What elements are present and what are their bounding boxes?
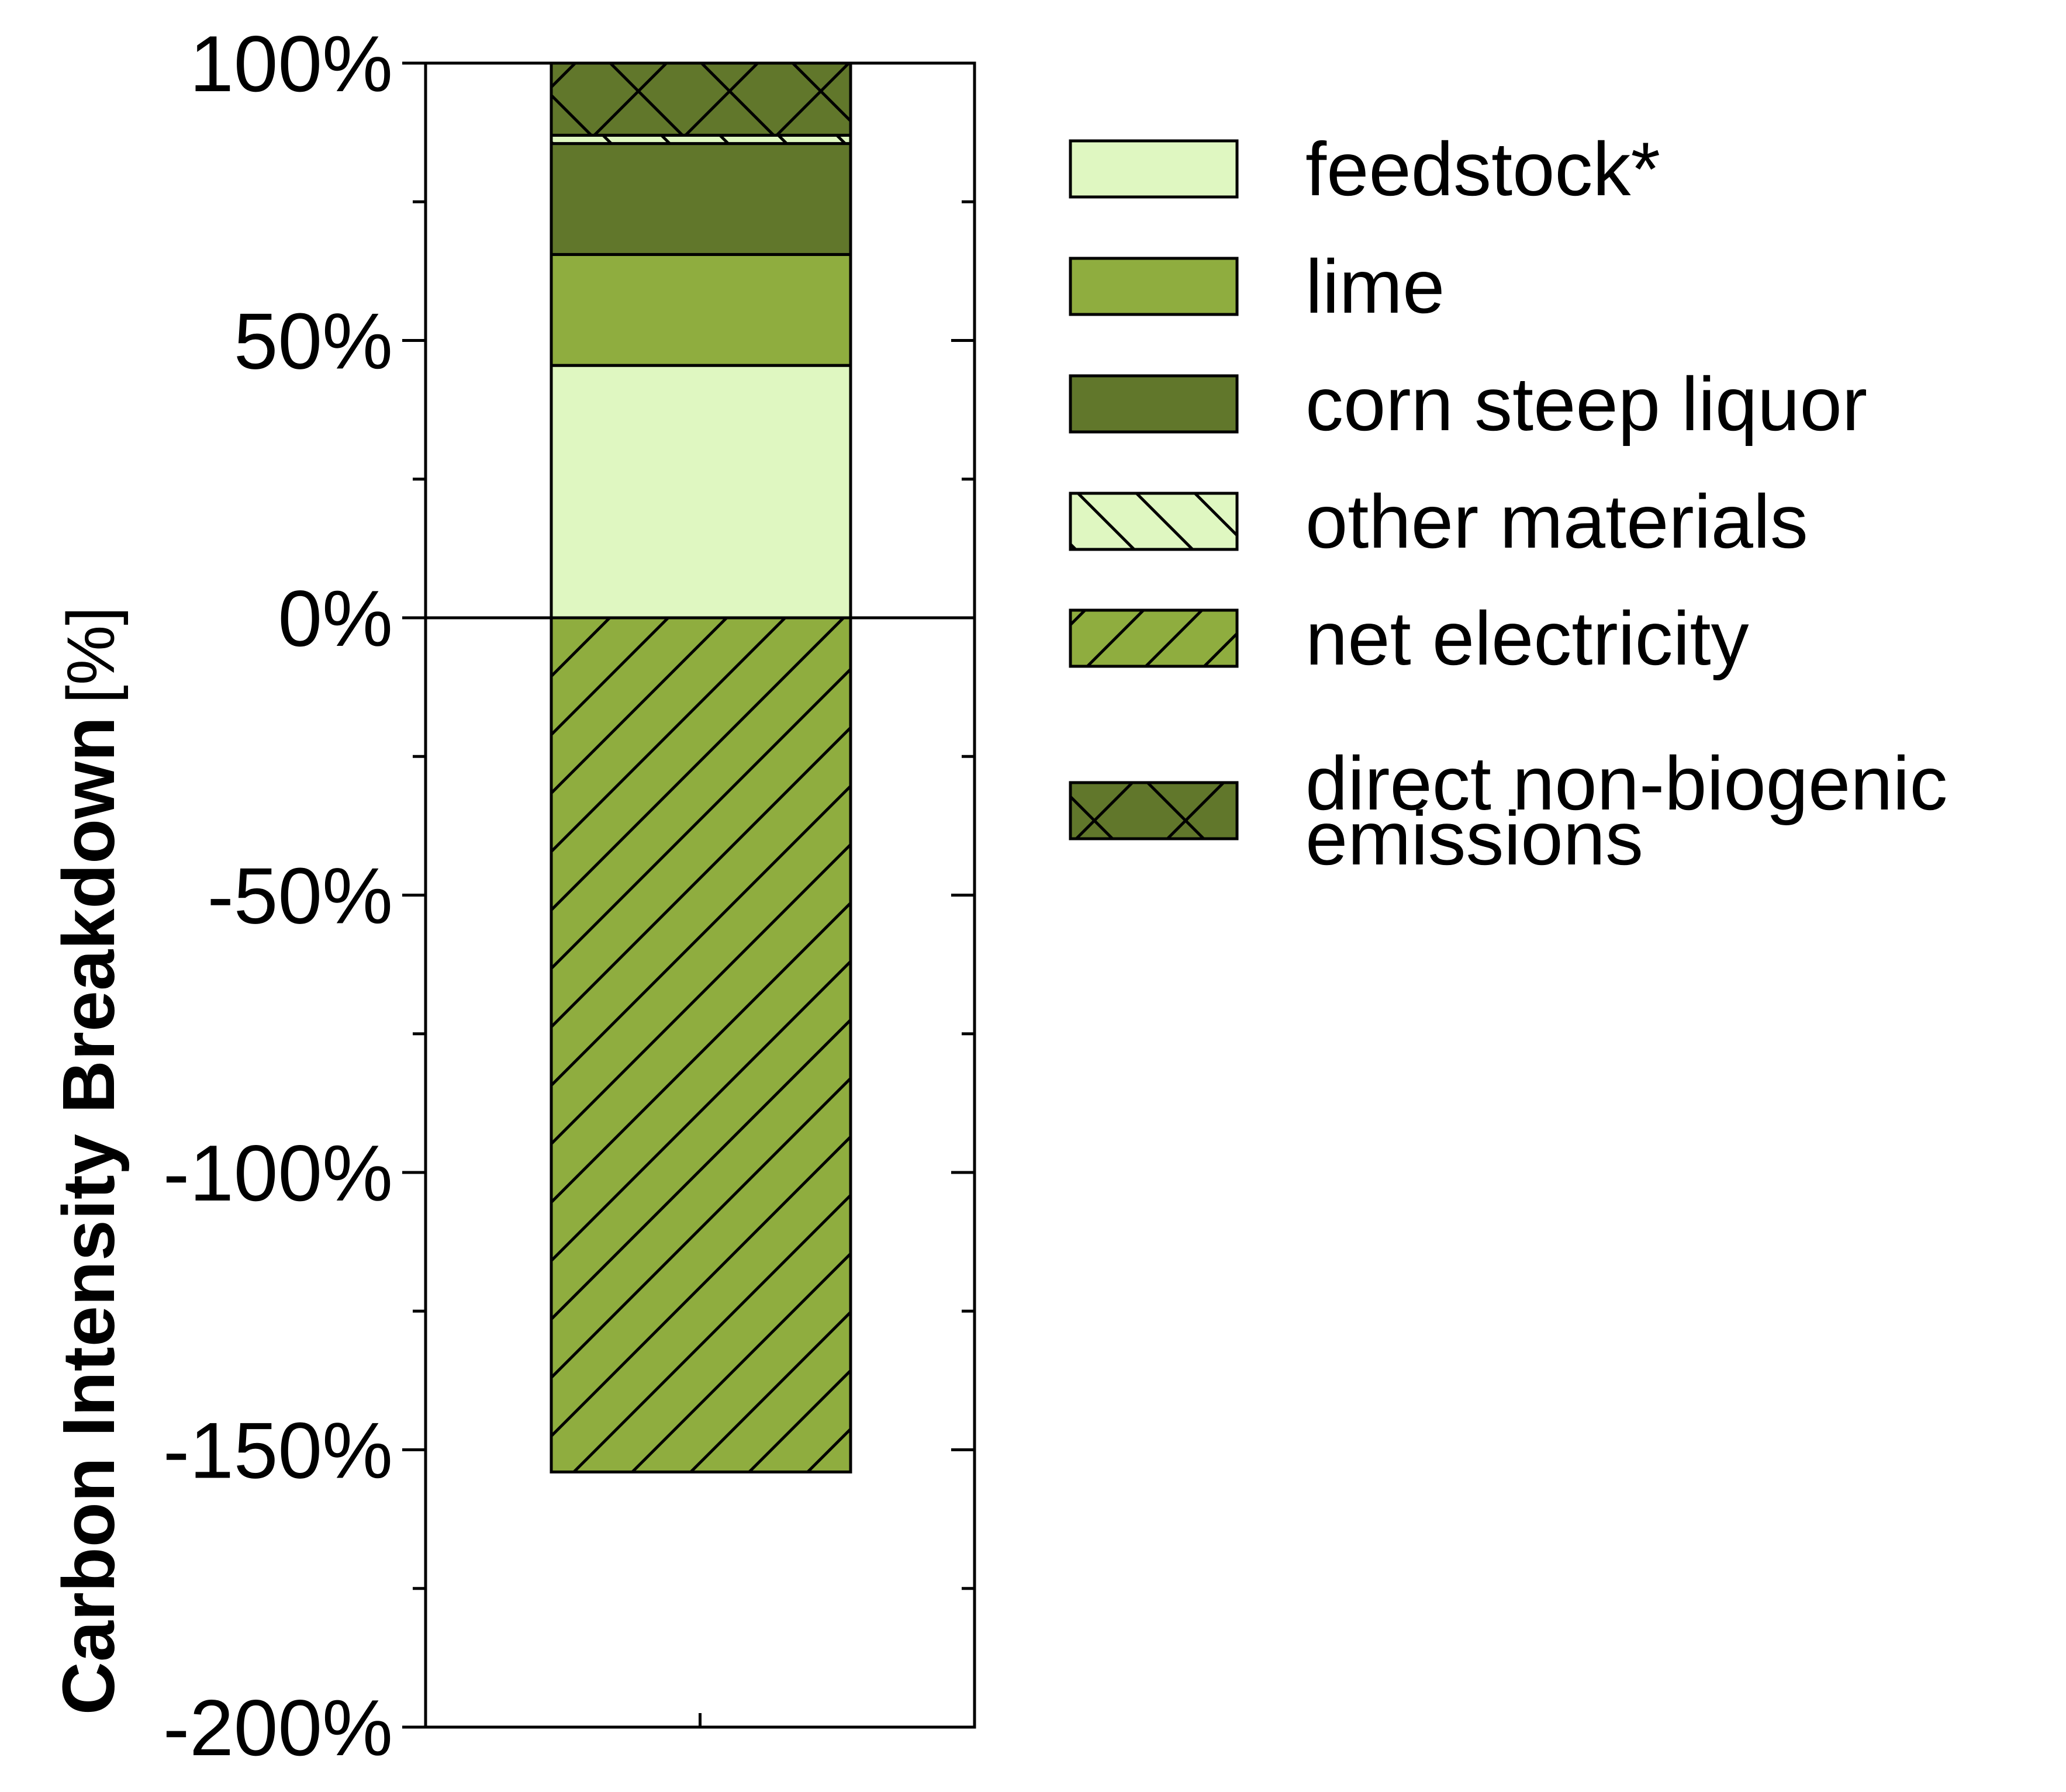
legend-swatch-outline bbox=[1069, 374, 1239, 434]
legend-swatch-outline bbox=[1069, 608, 1239, 668]
y-axis-title-unit: [%] bbox=[54, 607, 129, 704]
bar-hatch-net-electricity bbox=[551, 618, 851, 1472]
y-tick-label: 100% bbox=[189, 19, 393, 108]
legend-item-other-materials: other materials bbox=[1069, 479, 1808, 564]
legend-label: other materials bbox=[1305, 479, 1808, 564]
legend-label: feedstock* bbox=[1305, 126, 1660, 212]
bar-fill-corn-steep-liquor bbox=[551, 143, 851, 255]
legend-swatch-outline bbox=[1069, 139, 1239, 199]
legend-swatch-hatch bbox=[1070, 493, 1237, 549]
y-ticks: 100% 50% 0% -50% -100% -150% -200% bbox=[163, 19, 975, 1772]
bar-fill-lime bbox=[551, 254, 851, 366]
bar-segment-direct-non-biogenic-emissions bbox=[550, 61, 852, 137]
legend-swatch-feedstock bbox=[1070, 141, 1237, 197]
bar-fill-feedstock bbox=[551, 365, 851, 618]
legend-swatch-hatch bbox=[1070, 783, 1237, 839]
bar-hatch-other-materials bbox=[551, 135, 851, 144]
legend-label: net electricity bbox=[1305, 596, 1749, 681]
y-axis-title-main: Carbon Intensity Breakdown bbox=[47, 717, 130, 1715]
legend-label: corn steep liquor bbox=[1305, 361, 1867, 447]
y-tick-label: -150% bbox=[163, 1406, 393, 1495]
y-tick-label: -100% bbox=[163, 1129, 393, 1217]
legend-item-net-electricity: net electricity bbox=[1069, 596, 1749, 681]
legend-item-corn-steep-liquor: corn steep liquor bbox=[1069, 361, 1867, 447]
legend-swatch-lime bbox=[1070, 258, 1237, 314]
legend: feedstock* lime corn steep liquor other mat… bbox=[1069, 126, 1947, 881]
y-tick-label: -50% bbox=[208, 852, 393, 940]
bar-segment-corn-steep-liquor bbox=[550, 142, 852, 256]
legend-swatch-outline bbox=[1069, 492, 1239, 551]
y-tick-label: -200% bbox=[163, 1683, 393, 1772]
legend-label: lime bbox=[1305, 244, 1445, 329]
y-tick-label: 50% bbox=[234, 297, 393, 386]
legend-swatch-outline bbox=[1069, 257, 1239, 316]
legend-swatch-corn-steep-liquor bbox=[1070, 376, 1237, 432]
bars-layer bbox=[550, 61, 852, 1473]
y-tick-label: 0% bbox=[278, 574, 393, 663]
legend-label: emissions bbox=[1305, 795, 1643, 881]
bar-segment-feedstock bbox=[550, 364, 852, 620]
y-axis-title: Carbon Intensity Breakdown [%] bbox=[47, 607, 130, 1715]
bar-segment-other-materials bbox=[550, 133, 852, 146]
legend-item-lime: lime bbox=[1069, 244, 1445, 329]
bar-segment-net-electricity bbox=[550, 616, 852, 1473]
legend-swatch-outline bbox=[1069, 781, 1239, 840]
legend-label: direct non-biogenic bbox=[1305, 741, 1947, 826]
legend-item-feedstock: feedstock* bbox=[1069, 126, 1660, 212]
bar-segment-lime bbox=[550, 252, 852, 367]
legend-swatch-hatch bbox=[1070, 610, 1237, 666]
bar-hatch-direct-non-biogenic-emissions bbox=[551, 63, 851, 136]
